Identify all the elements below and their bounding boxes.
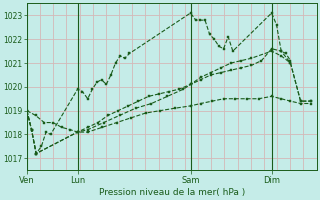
X-axis label: Pression niveau de la mer( hPa ): Pression niveau de la mer( hPa ) xyxy=(99,188,245,197)
